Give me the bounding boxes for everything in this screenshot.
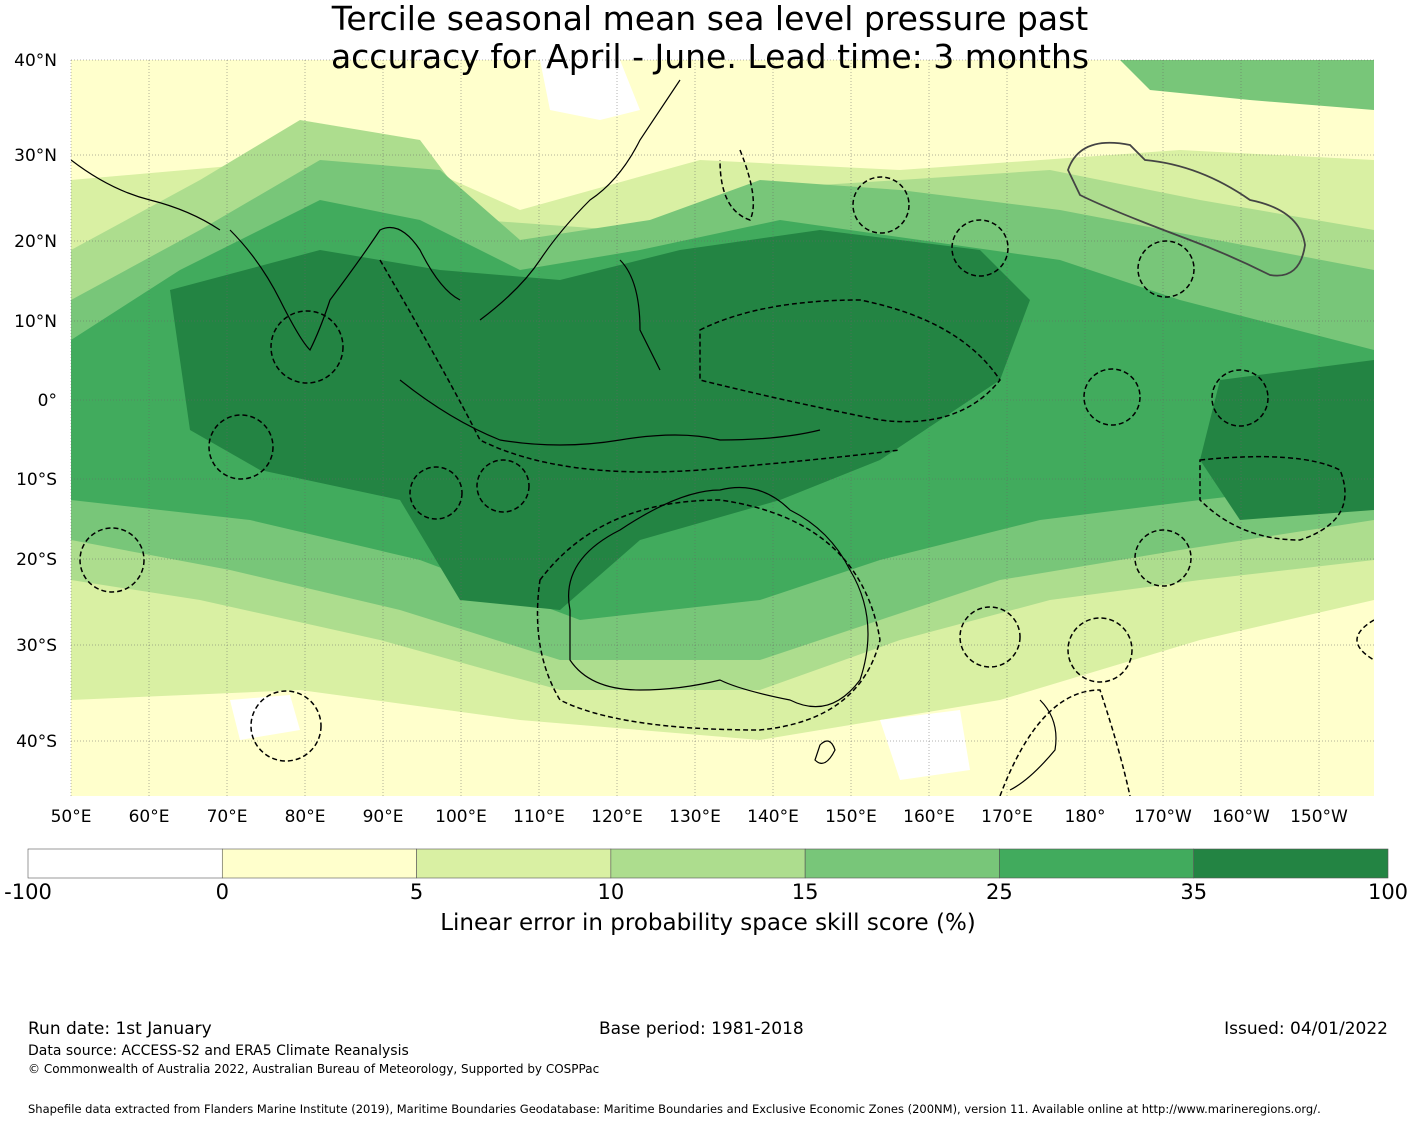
eez-new-zealand xyxy=(999,689,1131,796)
eez-indonesia xyxy=(379,259,901,473)
eez-australia xyxy=(536,499,881,731)
base-period: Base period: 1981-2018 xyxy=(599,1019,804,1039)
lon-label: 50°E xyxy=(51,807,92,827)
lon-label: 90°E xyxy=(363,807,404,827)
lat-label: 0° xyxy=(38,391,57,411)
lat-label: 40°N xyxy=(14,51,57,71)
colorbar-segment xyxy=(27,848,223,879)
lon-label: 140°E xyxy=(747,807,799,827)
longitude-labels: 50°E 60°E 70°E 80°E 90°E 100°E 110°E 120°E 130°E… xyxy=(51,807,1349,827)
eez-boundary xyxy=(1356,619,1374,661)
colorbar xyxy=(27,848,1389,879)
lat-label: 30°N xyxy=(14,146,57,166)
colorbar-tick-label: 25 xyxy=(986,880,1013,904)
lon-label: 110°E xyxy=(513,807,565,827)
field-south-negative-1 xyxy=(230,695,300,740)
australia-coast xyxy=(568,486,869,708)
shapefile-credit: Shapefile data extracted from Flanders M… xyxy=(28,1102,1321,1116)
colorbar-tick-label: 35 xyxy=(1180,880,1208,904)
lon-label: 170°W xyxy=(1134,807,1192,827)
colorbar-segment xyxy=(1193,848,1389,879)
eez-boundary xyxy=(1211,369,1269,427)
colorbar-tick-label: -100 xyxy=(4,880,52,904)
colorbar-segment xyxy=(221,848,417,879)
south-asia-coast xyxy=(229,226,461,352)
colorbar-tick-label: 0 xyxy=(215,880,229,904)
field-north-low xyxy=(71,60,1374,210)
lon-label: 70°E xyxy=(207,807,248,827)
eez-micronesia xyxy=(699,299,1001,423)
eez-boundary xyxy=(959,606,1021,668)
field-south-negative-2 xyxy=(880,710,970,780)
eez-polynesia xyxy=(1199,455,1346,541)
lon-label: 120°E xyxy=(591,807,643,827)
eez-boundary xyxy=(1067,617,1133,683)
lon-label: 170°E xyxy=(981,807,1033,827)
lon-label: 80°E xyxy=(285,807,326,827)
colorbar-segment xyxy=(610,848,806,879)
copyright: © Commonwealth of Australia 2022, Austra… xyxy=(28,1062,600,1076)
field-ne-band xyxy=(1120,60,1374,110)
colorbar-segment xyxy=(804,848,1000,879)
eez-boundary xyxy=(270,310,344,384)
lon-label: 150°W xyxy=(1290,807,1348,827)
field-north-negative xyxy=(540,60,640,120)
title-line-2: accuracy for April - June. Lead time: 3 … xyxy=(330,37,1090,76)
lon-label: 160°W xyxy=(1212,807,1270,827)
colorbar-tick-label: 100 xyxy=(1367,880,1409,904)
title-line-1: Tercile seasonal mean sea level pressure… xyxy=(331,0,1089,38)
colorbar-segment xyxy=(416,848,612,879)
eez-boundary xyxy=(476,459,530,513)
lat-label: 30°S xyxy=(16,636,57,656)
data-source: Data source: ACCESS-S2 and ERA5 Climate … xyxy=(28,1043,409,1059)
eez-boundary xyxy=(208,414,274,480)
issued-date: Issued: 04/01/2022 xyxy=(1224,1019,1388,1039)
map-title: Tercile seasonal mean sea level pressure… xyxy=(210,0,1210,76)
lon-label: 150°E xyxy=(825,807,877,827)
hawaii-eez xyxy=(1067,141,1306,277)
latitude-labels: 40°N 30°N 20°N 10°N 0° 10°S 20°S 30°S 40°S xyxy=(14,51,57,752)
lon-label: 130°E xyxy=(669,807,721,827)
lat-label: 20°S xyxy=(16,550,57,570)
eez-boundary xyxy=(1137,240,1195,298)
eez-boundary xyxy=(951,219,1009,277)
eez-boundary xyxy=(1134,529,1192,587)
colorbar-tick-label: 5 xyxy=(409,880,424,904)
lon-label: 160°E xyxy=(903,807,955,827)
eez-boundary xyxy=(1083,368,1141,426)
lat-label: 10°N xyxy=(14,312,57,332)
eez-boundary xyxy=(250,690,322,762)
field-high-east xyxy=(1200,360,1374,520)
arabia-coast xyxy=(71,159,221,231)
tasmania-coast xyxy=(814,740,836,764)
eez-boundary xyxy=(719,149,755,221)
colorbar-tick-label: 10 xyxy=(597,880,625,904)
eez-boundary xyxy=(852,176,910,234)
eez-boundary xyxy=(79,527,145,593)
east-asia-coast xyxy=(479,79,681,321)
eez-boundaries xyxy=(79,149,1374,796)
lat-label: 20°N xyxy=(14,232,57,252)
lon-label: 60°E xyxy=(129,807,170,827)
coastlines xyxy=(71,79,1057,791)
field-high xyxy=(170,230,1030,610)
lat-label: 10°S xyxy=(16,470,57,490)
lat-label: 40°S xyxy=(16,732,57,752)
lon-label: 100°E xyxy=(435,807,487,827)
philippines-coast xyxy=(619,259,661,371)
colorbar-tick-label: 15 xyxy=(791,880,819,904)
run-date: Run date: 1st January xyxy=(28,1019,212,1039)
colorbar-label: Linear error in probability space skill … xyxy=(440,910,976,936)
colorbar-segment xyxy=(999,848,1195,879)
eez-boundary xyxy=(409,466,463,520)
lon-label: 180° xyxy=(1065,807,1106,827)
new-zealand-coast xyxy=(1009,699,1057,791)
field-south-low xyxy=(71,600,1374,796)
indonesia-coast xyxy=(399,379,821,446)
